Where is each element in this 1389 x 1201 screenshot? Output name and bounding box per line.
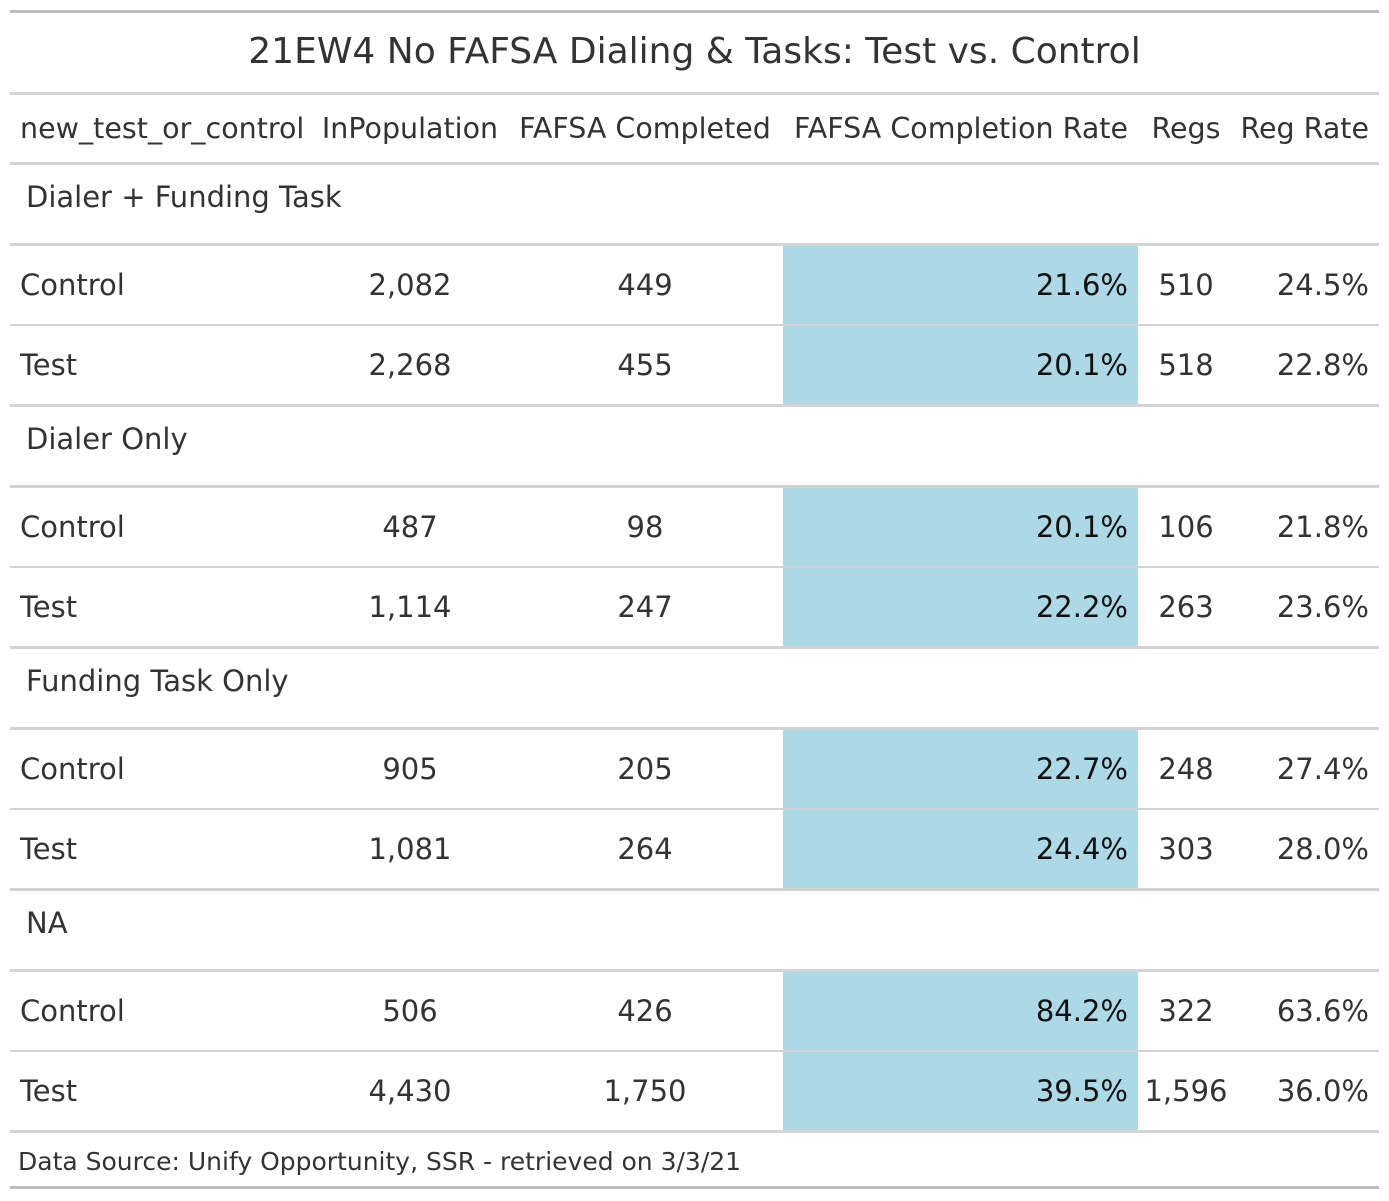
highlight-cell-bg: [783, 972, 1138, 1052]
cell-reg-rate: 27.4%: [1276, 752, 1369, 786]
cell-fafsa-completion-rate: 20.1%: [1035, 348, 1128, 382]
group-divider: [10, 243, 1379, 246]
group-bottom-rule: [10, 1130, 1379, 1133]
cell-fafsa-completed: 247: [617, 590, 673, 624]
cell-inpopulation: 2,268: [368, 348, 452, 382]
cell-fafsa-completion-rate: 22.2%: [1035, 590, 1128, 624]
cell-regs: 263: [1158, 590, 1214, 624]
cell-regs: 248: [1158, 752, 1214, 786]
cell-reg-rate: 28.0%: [1276, 832, 1369, 866]
cell-reg-rate: 22.8%: [1276, 348, 1369, 382]
highlight-cell-bg: [783, 1052, 1138, 1130]
cell-reg-rate: 21.8%: [1276, 510, 1369, 544]
cell-fafsa-completion-rate: 21.6%: [1035, 268, 1128, 302]
cell-label: Control: [20, 752, 125, 786]
group-bottom-rule: [10, 888, 1379, 891]
cell-regs: 510: [1158, 268, 1214, 302]
cell-fafsa-completed: 449: [617, 268, 673, 302]
cell-fafsa-completed: 264: [617, 832, 673, 866]
cell-fafsa-completion-rate: 84.2%: [1035, 994, 1128, 1028]
cell-label: Test: [20, 1074, 78, 1108]
cell-fafsa-completed: 455: [617, 348, 673, 382]
cell-fafsa-completion-rate: 24.4%: [1035, 832, 1128, 866]
header-divider: [10, 162, 1379, 165]
highlight-cell-bg: [783, 568, 1138, 646]
cell-reg-rate: 24.5%: [1276, 268, 1369, 302]
cell-fafsa-completed: 426: [617, 994, 673, 1028]
table-bottom-rule: [10, 1186, 1379, 1189]
highlight-cell-bg: [783, 246, 1138, 326]
group-divider: [10, 485, 1379, 488]
column-header-fafsa-completion-rate: FAFSA Completion Rate: [794, 112, 1128, 145]
group-label: Dialer + Funding Task: [26, 180, 342, 214]
column-header-regs: Regs: [1151, 112, 1221, 145]
column-header-fafsa-completed: FAFSA Completed: [519, 112, 771, 145]
cell-label: Test: [20, 348, 78, 382]
source-note: Data Source: Unify Opportunity, SSR - re…: [18, 1147, 742, 1176]
cell-inpopulation: 1,114: [368, 590, 452, 624]
cell-inpopulation: 4,430: [368, 1074, 452, 1108]
group-label: NA: [26, 906, 68, 940]
cell-regs: 303: [1158, 832, 1214, 866]
table-top-rule: [10, 10, 1379, 13]
group-divider: [10, 727, 1379, 730]
row-divider: [10, 324, 1379, 326]
column-header-reg-rate: Reg Rate: [1240, 112, 1369, 145]
cell-reg-rate: 23.6%: [1276, 590, 1369, 624]
cell-regs: 1,596: [1144, 1074, 1228, 1108]
group-bottom-rule: [10, 646, 1379, 649]
group-divider: [10, 969, 1379, 972]
cell-reg-rate: 63.6%: [1276, 994, 1369, 1028]
group-label: Dialer Only: [26, 422, 188, 456]
cell-regs: 322: [1158, 994, 1214, 1028]
cell-label: Control: [20, 268, 125, 302]
group-label: Funding Task Only: [26, 664, 289, 698]
cell-regs: 106: [1158, 510, 1214, 544]
cell-inpopulation: 487: [382, 510, 438, 544]
cell-reg-rate: 36.0%: [1276, 1074, 1369, 1108]
cell-inpopulation: 2,082: [368, 268, 452, 302]
row-divider: [10, 566, 1379, 568]
cell-label: Test: [20, 590, 78, 624]
row-divider: [10, 1050, 1379, 1052]
group-bottom-rule: [10, 404, 1379, 407]
highlight-cell-bg: [783, 810, 1138, 888]
highlight-cell-bg: [783, 488, 1138, 568]
cell-inpopulation: 905: [382, 752, 438, 786]
cell-label: Control: [20, 994, 125, 1028]
cell-fafsa-completion-rate: 22.7%: [1035, 752, 1128, 786]
cell-inpopulation: 506: [382, 994, 438, 1028]
cell-fafsa-completed: 98: [626, 510, 664, 544]
cell-inpopulation: 1,081: [368, 832, 452, 866]
cell-fafsa-completion-rate: 39.5%: [1035, 1074, 1128, 1108]
cell-label: Test: [20, 832, 78, 866]
column-header-inpopulation: InPopulation: [321, 112, 499, 145]
cell-fafsa-completed: 205: [617, 752, 673, 786]
row-divider: [10, 808, 1379, 810]
table-title: 21EW4 No FAFSA Dialing & Tasks: Test vs.…: [248, 31, 1141, 72]
column-header-group: new_test_or_control: [20, 112, 305, 145]
title-divider: [10, 92, 1379, 95]
cell-fafsa-completion-rate: 20.1%: [1035, 510, 1128, 544]
highlight-cell-bg: [783, 326, 1138, 404]
cell-label: Control: [20, 510, 125, 544]
cell-fafsa-completed: 1,750: [603, 1074, 687, 1108]
cell-regs: 518: [1158, 348, 1214, 382]
highlight-cell-bg: [783, 730, 1138, 810]
